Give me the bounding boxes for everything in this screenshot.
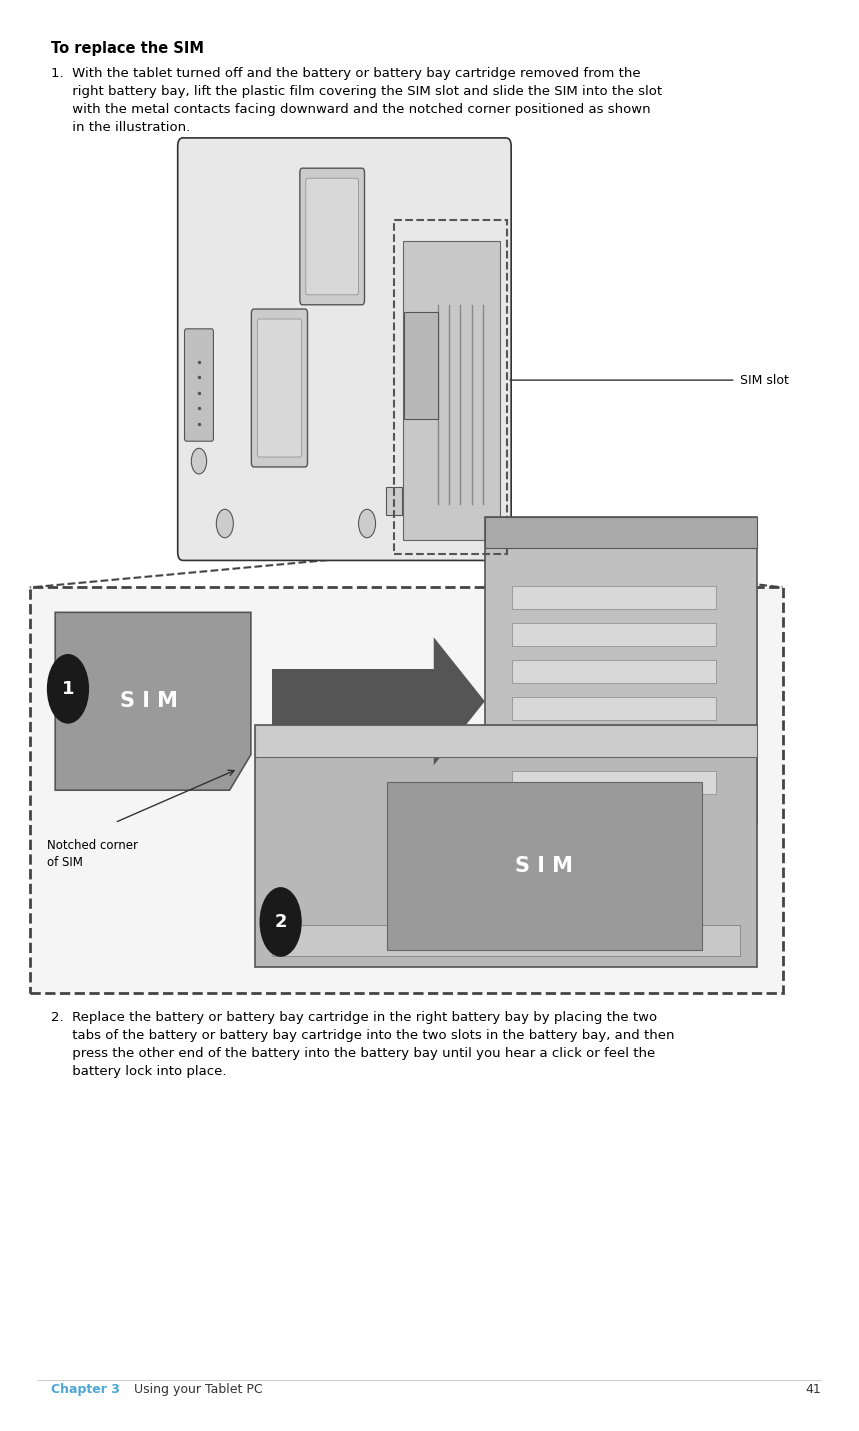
FancyBboxPatch shape [252, 309, 308, 467]
Bar [272, 670, 434, 733]
Text: To replace the SIM: To replace the SIM [51, 41, 204, 56]
Bar [394, 219, 508, 554]
Bar [484, 517, 757, 823]
Bar [272, 924, 740, 956]
Bar [403, 240, 501, 539]
FancyBboxPatch shape [178, 137, 511, 561]
Circle shape [260, 887, 301, 956]
Bar [512, 587, 716, 610]
Bar [512, 661, 716, 683]
Circle shape [47, 654, 88, 723]
Text: Using your Tablet PC: Using your Tablet PC [125, 1382, 263, 1395]
Text: 2.  Replace the battery or battery bay cartridge in the right battery bay by pla: 2. Replace the battery or battery bay ca… [51, 1012, 674, 1079]
Bar [255, 726, 757, 757]
Bar [512, 624, 716, 647]
Text: Chapter 3: Chapter 3 [51, 1382, 119, 1395]
Text: SIM slot: SIM slot [740, 373, 789, 386]
Bar [512, 787, 649, 823]
FancyBboxPatch shape [258, 319, 302, 456]
Text: S I M: S I M [120, 691, 178, 711]
Bar [30, 588, 783, 993]
Text: S I M: S I M [515, 856, 573, 876]
Polygon shape [434, 637, 484, 766]
FancyBboxPatch shape [185, 329, 213, 441]
FancyBboxPatch shape [306, 177, 358, 295]
Circle shape [192, 448, 207, 474]
Bar [387, 783, 702, 950]
Bar [512, 771, 716, 794]
Polygon shape [55, 612, 251, 790]
Circle shape [216, 509, 234, 538]
Bar [405, 312, 438, 419]
Bar [387, 487, 402, 515]
Bar [512, 697, 716, 720]
FancyBboxPatch shape [300, 169, 364, 305]
Text: Notched corner
of SIM: Notched corner of SIM [46, 839, 137, 869]
Text: 1: 1 [62, 680, 74, 698]
Bar [484, 517, 757, 548]
Bar [255, 726, 757, 967]
Text: 41: 41 [805, 1382, 821, 1395]
Circle shape [358, 509, 375, 538]
Bar [512, 734, 716, 757]
Text: 1.  With the tablet turned off and the battery or battery bay cartridge removed : 1. With the tablet turned off and the ba… [51, 67, 662, 133]
Text: 2: 2 [274, 913, 287, 932]
